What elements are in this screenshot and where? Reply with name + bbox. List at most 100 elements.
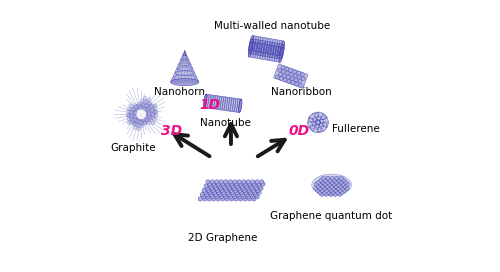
Polygon shape: [154, 110, 158, 114]
Polygon shape: [335, 176, 339, 181]
Polygon shape: [130, 118, 133, 121]
Polygon shape: [236, 184, 240, 188]
Ellipse shape: [250, 42, 252, 51]
Polygon shape: [252, 197, 256, 201]
Polygon shape: [144, 100, 148, 104]
Polygon shape: [222, 192, 226, 197]
Polygon shape: [206, 194, 210, 199]
Polygon shape: [134, 122, 137, 126]
Text: Fullerene: Fullerene: [332, 124, 380, 134]
Polygon shape: [140, 124, 143, 128]
Polygon shape: [248, 182, 252, 186]
Polygon shape: [233, 194, 237, 199]
Polygon shape: [149, 105, 152, 109]
Polygon shape: [258, 184, 262, 188]
Text: 1D: 1D: [199, 98, 220, 112]
Circle shape: [316, 119, 318, 121]
Polygon shape: [243, 197, 247, 201]
Polygon shape: [140, 114, 144, 118]
Polygon shape: [210, 180, 214, 184]
Polygon shape: [252, 188, 256, 193]
Polygon shape: [340, 186, 344, 191]
Polygon shape: [289, 68, 292, 73]
Polygon shape: [328, 182, 332, 187]
Ellipse shape: [279, 41, 284, 62]
Circle shape: [308, 122, 309, 123]
Polygon shape: [341, 182, 345, 187]
Polygon shape: [314, 186, 318, 191]
Polygon shape: [148, 121, 151, 125]
Polygon shape: [236, 192, 240, 197]
Polygon shape: [208, 184, 212, 188]
Polygon shape: [256, 188, 260, 193]
Polygon shape: [285, 67, 288, 71]
Polygon shape: [242, 180, 246, 184]
Polygon shape: [140, 107, 143, 111]
Polygon shape: [148, 114, 151, 118]
Polygon shape: [332, 186, 336, 191]
Polygon shape: [130, 116, 134, 120]
Polygon shape: [250, 186, 254, 191]
Polygon shape: [332, 182, 336, 187]
Circle shape: [320, 123, 321, 124]
Polygon shape: [144, 115, 148, 119]
Polygon shape: [130, 114, 134, 118]
Polygon shape: [153, 106, 156, 110]
Polygon shape: [170, 51, 199, 82]
Polygon shape: [140, 106, 144, 110]
Circle shape: [322, 113, 324, 115]
Polygon shape: [286, 75, 290, 79]
Polygon shape: [150, 109, 154, 113]
Polygon shape: [255, 194, 259, 199]
Polygon shape: [132, 122, 136, 126]
Polygon shape: [228, 180, 232, 184]
Circle shape: [326, 117, 327, 118]
Polygon shape: [254, 186, 258, 191]
Polygon shape: [137, 112, 140, 116]
Polygon shape: [296, 71, 300, 75]
Polygon shape: [148, 102, 150, 106]
Circle shape: [320, 122, 322, 123]
Polygon shape: [220, 194, 224, 199]
Polygon shape: [144, 116, 147, 120]
Polygon shape: [151, 112, 154, 116]
Polygon shape: [340, 176, 344, 181]
Polygon shape: [220, 197, 224, 201]
Polygon shape: [280, 76, 283, 81]
Circle shape: [309, 126, 310, 128]
Polygon shape: [144, 100, 147, 104]
Text: Multi-walled nanotube: Multi-walled nanotube: [214, 21, 330, 31]
Polygon shape: [216, 188, 220, 193]
Circle shape: [308, 112, 328, 133]
Polygon shape: [222, 190, 226, 195]
Polygon shape: [136, 109, 139, 113]
Polygon shape: [152, 114, 155, 118]
Polygon shape: [137, 104, 140, 108]
Polygon shape: [320, 184, 324, 188]
Polygon shape: [230, 182, 234, 186]
Circle shape: [315, 123, 316, 124]
Polygon shape: [238, 182, 242, 186]
Polygon shape: [152, 113, 154, 117]
Polygon shape: [234, 188, 237, 193]
Polygon shape: [218, 192, 222, 197]
Polygon shape: [257, 190, 261, 195]
Polygon shape: [226, 190, 230, 195]
Polygon shape: [254, 184, 258, 188]
Polygon shape: [295, 82, 298, 86]
Polygon shape: [324, 178, 328, 183]
Polygon shape: [144, 114, 147, 118]
Polygon shape: [144, 112, 147, 116]
Polygon shape: [332, 178, 336, 183]
Polygon shape: [322, 190, 326, 195]
Polygon shape: [261, 182, 265, 186]
Polygon shape: [137, 120, 140, 124]
Polygon shape: [214, 192, 218, 197]
Polygon shape: [330, 180, 334, 185]
Polygon shape: [334, 188, 338, 193]
Polygon shape: [134, 110, 137, 115]
Polygon shape: [250, 39, 283, 59]
Polygon shape: [131, 118, 134, 122]
Polygon shape: [249, 184, 253, 188]
Polygon shape: [132, 107, 135, 111]
